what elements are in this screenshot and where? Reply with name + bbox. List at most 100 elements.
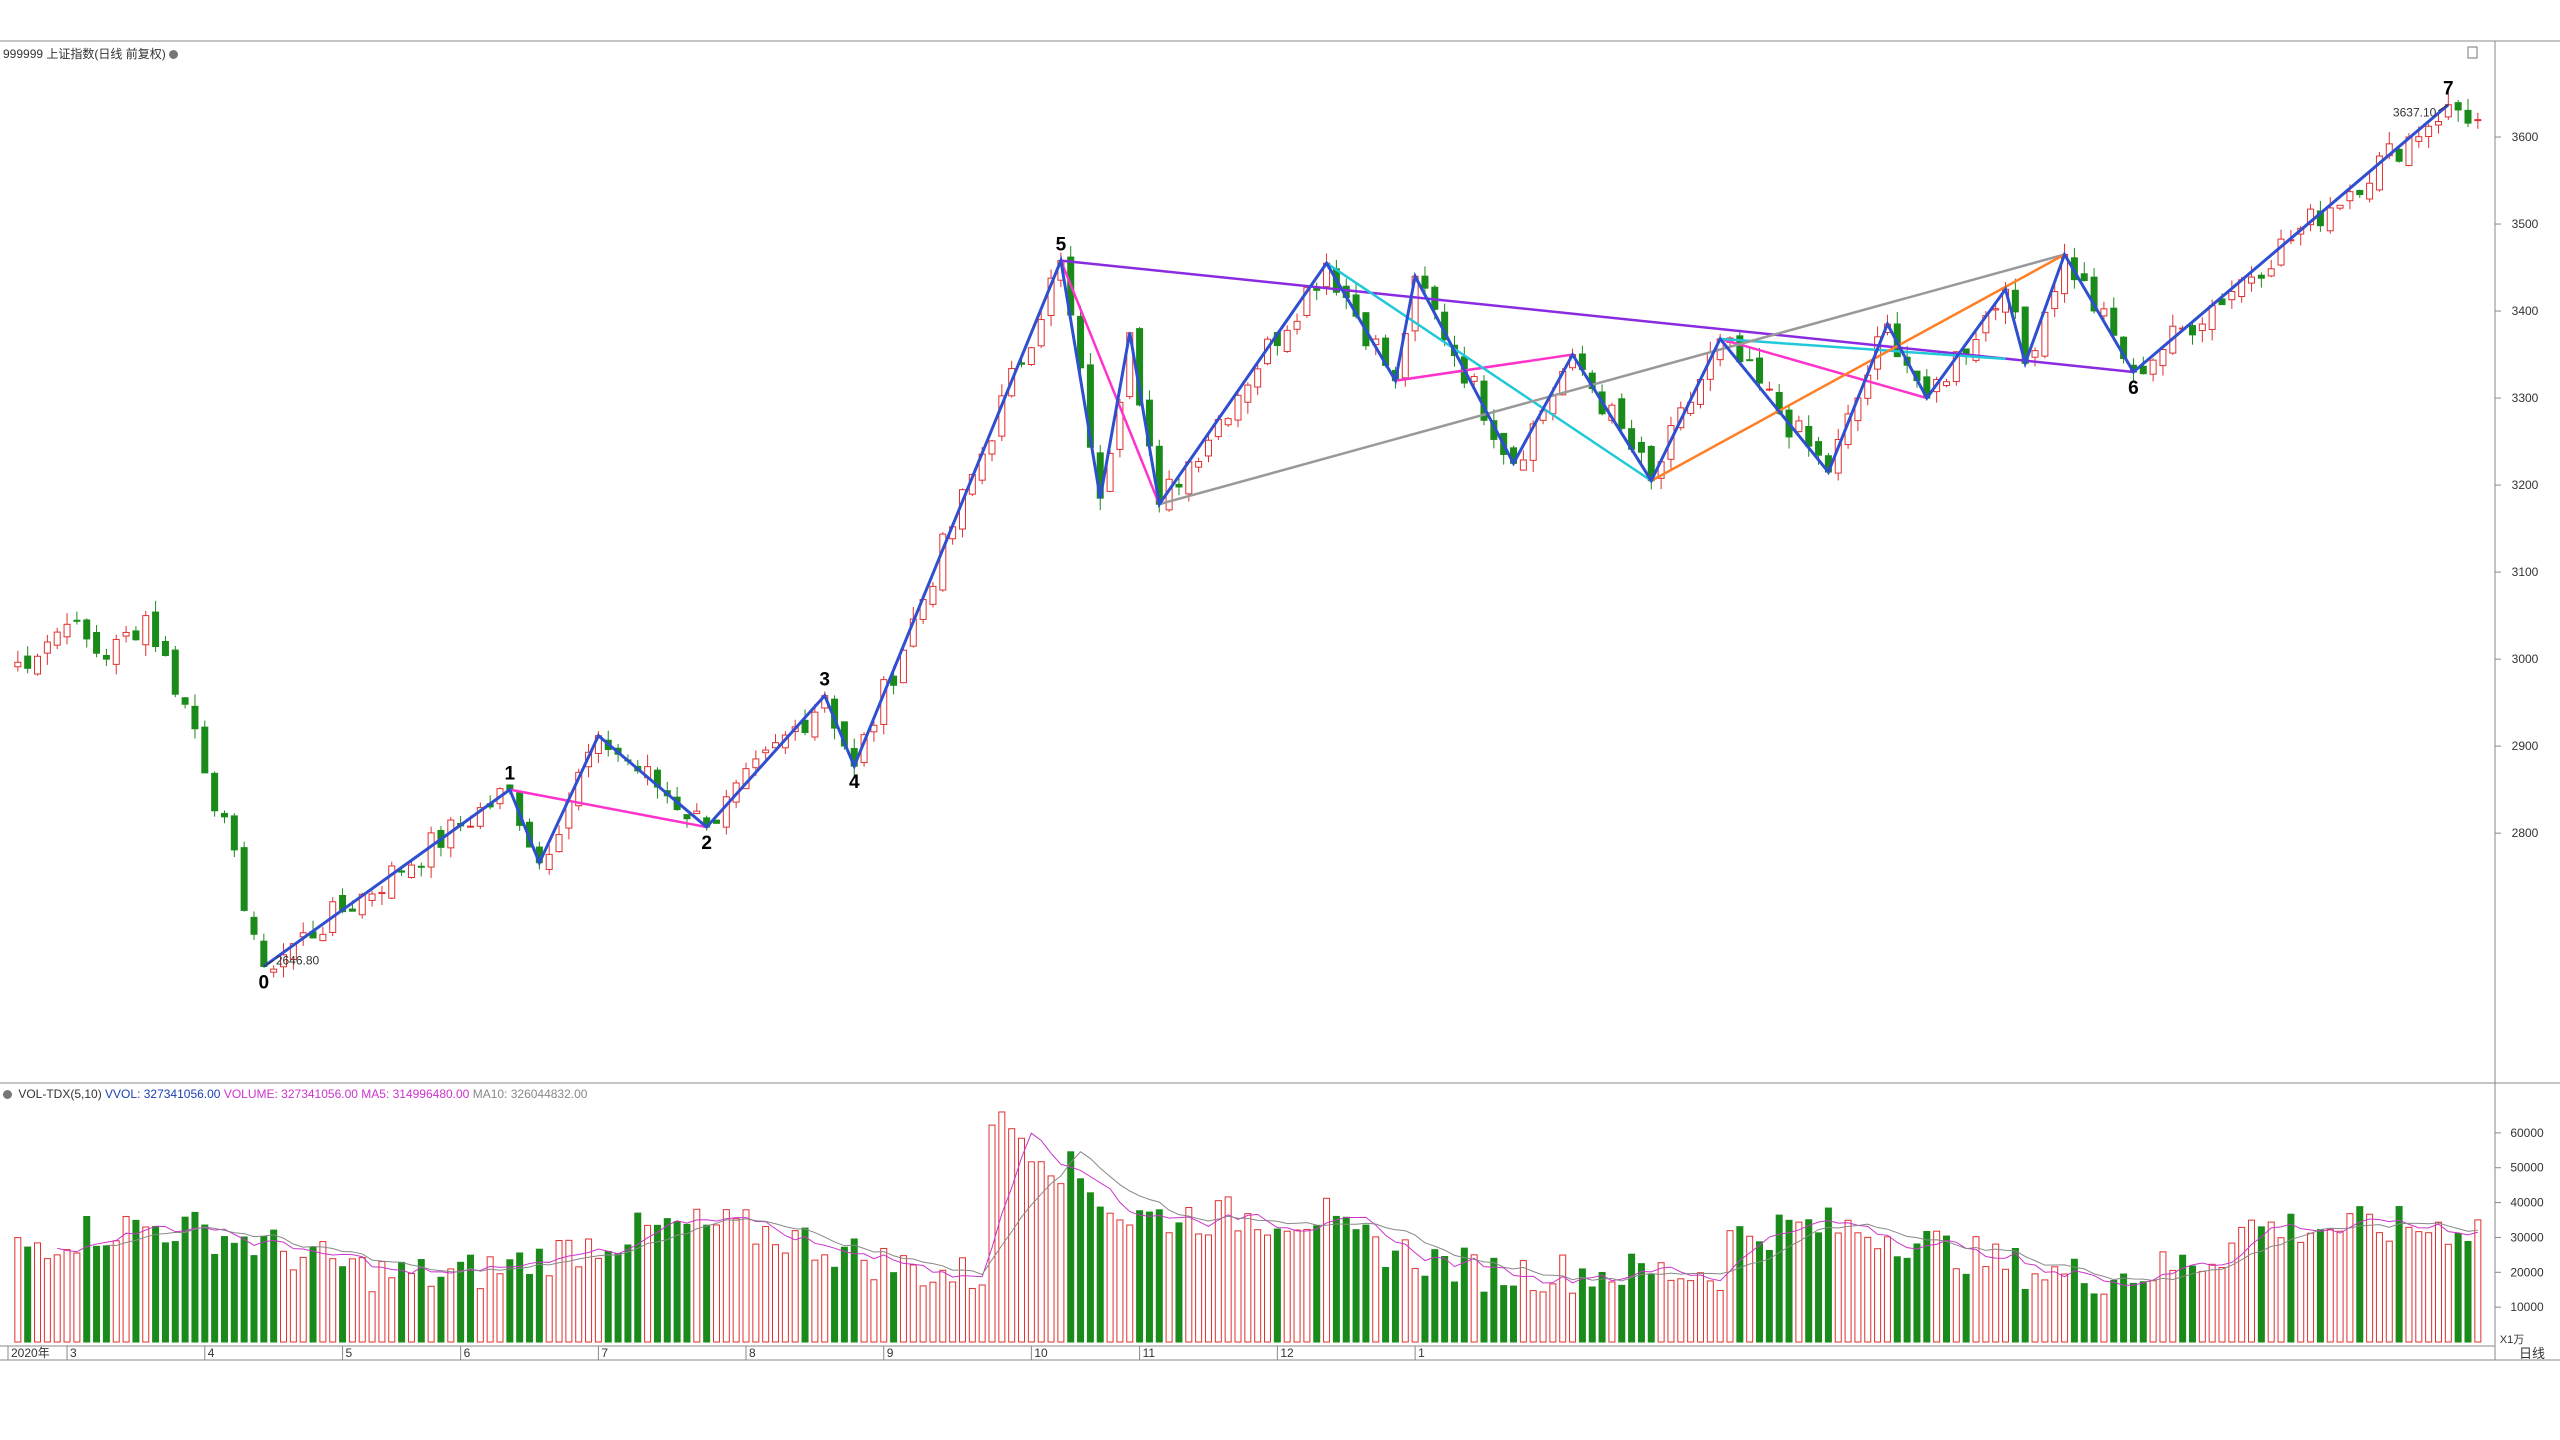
volume-bar	[211, 1254, 219, 1343]
candle-up	[388, 865, 396, 899]
volume-bar	[722, 1209, 730, 1343]
candle-up	[1195, 461, 1203, 468]
volume-bar	[2316, 1229, 2324, 1343]
volume-bar	[614, 1252, 622, 1343]
date-axis: 2020年 3 4 5 6 7 8 9 10 11 12 1 日线	[7, 1346, 2545, 1361]
volume-bar	[2474, 1219, 2482, 1343]
volume-bar	[2228, 1242, 2236, 1343]
candle-down	[161, 640, 169, 656]
volume-bar	[772, 1244, 780, 1343]
candle-up	[1765, 388, 1773, 391]
volume-bar	[840, 1246, 848, 1343]
candle-up	[1234, 394, 1242, 421]
volume-bar	[1460, 1247, 1468, 1343]
candle-up	[2228, 291, 2236, 301]
candle-up	[2267, 268, 2275, 277]
volume-bar	[1382, 1266, 1390, 1343]
volume-bar	[1657, 1262, 1665, 1343]
volume-bar	[1136, 1210, 1144, 1343]
volume-bar	[83, 1216, 91, 1343]
chart-frame	[0, 40, 2560, 1361]
volume-bar	[2198, 1270, 2206, 1343]
candle-up	[122, 631, 130, 637]
volume-bar	[496, 1273, 504, 1343]
candle-up	[988, 440, 996, 455]
candle-up	[378, 891, 386, 895]
candle-up	[2326, 207, 2334, 232]
volume-bar	[811, 1259, 819, 1343]
volume-bar	[2248, 1219, 2256, 1343]
volume-bar	[329, 1258, 337, 1343]
price-tick-label: 3500	[2512, 217, 2539, 231]
volume-bar	[1303, 1228, 1311, 1343]
volume-bar	[476, 1288, 484, 1343]
candle-up	[476, 807, 484, 827]
volume-indicator-icon[interactable]	[3, 1090, 12, 1099]
price-axis: 2800 2900 3000 3100 3200 3300 3400 3500 3600	[2495, 130, 2539, 840]
high-price-label: 3637.10	[2393, 106, 2437, 120]
volume-bar	[112, 1240, 120, 1343]
volume-bar	[1539, 1291, 1547, 1343]
volume-bar	[1834, 1232, 1842, 1343]
candle-down	[220, 812, 228, 818]
volume-bar	[2434, 1221, 2442, 1343]
volume-bar	[1736, 1226, 1744, 1343]
volume-bar	[919, 1285, 927, 1343]
chart-title: 999999 上证指数(日线 前复权)	[3, 45, 178, 62]
volume-bar	[693, 1208, 701, 1343]
volume-bar	[1244, 1213, 1252, 1343]
candle-up	[1942, 381, 1950, 386]
volume-tick-label: 50000	[2510, 1161, 2544, 1175]
settings-icon[interactable]	[168, 50, 178, 59]
volume-bar	[309, 1246, 317, 1343]
volume-bar	[1883, 1236, 1891, 1343]
candle-up	[752, 758, 760, 769]
candle-up	[693, 810, 701, 815]
volume-bar	[909, 1264, 917, 1343]
volume-bar	[1923, 1231, 1931, 1343]
candle-down	[683, 814, 691, 820]
volume-bar	[171, 1241, 179, 1343]
volume-bar	[1332, 1215, 1340, 1343]
volume-bar	[348, 1258, 356, 1343]
volume-indicator-name: VOL-TDX(5,10)	[18, 1087, 102, 1101]
candle-up	[427, 832, 435, 868]
volume-bar	[2395, 1206, 2403, 1343]
volume-bar	[1086, 1192, 1094, 1343]
candle-up	[2198, 323, 2206, 332]
volume-bar	[1952, 1268, 1960, 1343]
volume-bar	[781, 1252, 789, 1343]
volume-bar	[457, 1261, 465, 1343]
volume-bar	[2257, 1226, 2265, 1343]
volume-bar	[1018, 1137, 1026, 1343]
volume-bar	[703, 1224, 711, 1343]
candle-down	[181, 697, 189, 705]
volume-unit-label: X1万	[2500, 1334, 2524, 1346]
volume-bar	[2297, 1241, 2305, 1343]
candle-down	[2110, 307, 2118, 336]
wave-label-0: 0	[259, 972, 270, 993]
candle-down	[2395, 148, 2403, 162]
wave-label-2: 2	[701, 833, 712, 854]
volume-bar	[270, 1229, 278, 1343]
volume-bar	[1618, 1284, 1626, 1343]
candle-up	[280, 954, 288, 968]
price-tick-label: 2900	[2512, 739, 2539, 753]
volume-bar	[516, 1252, 524, 1343]
candle-down	[73, 619, 81, 622]
volume-bar	[712, 1224, 720, 1343]
candle-down	[2454, 102, 2462, 111]
volume-bar	[2159, 1251, 2167, 1343]
candlestick-series	[14, 92, 2482, 978]
date-tick-label: 9	[887, 1346, 894, 1360]
volume-axis: 10000 20000 30000 40000 50000 60000 X1万	[2495, 1126, 2544, 1346]
volume-bar	[526, 1273, 534, 1343]
volume-bar	[240, 1236, 248, 1343]
volume-value: VOLUME: 327341056.00	[223, 1087, 358, 1101]
candle-down	[171, 649, 179, 695]
candle-down	[2188, 325, 2196, 336]
volume-bar	[2366, 1213, 2374, 1343]
maximize-icon[interactable]	[2467, 46, 2478, 59]
volume-bar	[1450, 1281, 1458, 1343]
